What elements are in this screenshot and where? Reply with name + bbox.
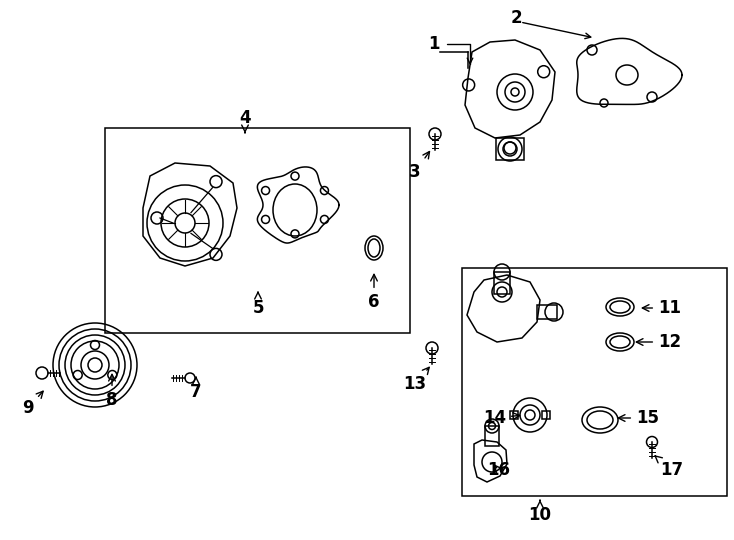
Text: 1: 1 <box>429 35 440 53</box>
Text: 11: 11 <box>642 299 681 317</box>
Text: 15: 15 <box>618 409 659 427</box>
Bar <box>537 305 557 319</box>
Bar <box>105 128 410 333</box>
Text: 5: 5 <box>252 292 264 317</box>
Bar <box>510 411 518 419</box>
Text: 9: 9 <box>22 391 43 417</box>
Text: 16: 16 <box>487 461 510 479</box>
Bar <box>462 268 727 496</box>
Bar <box>542 411 550 419</box>
Text: 3: 3 <box>409 152 429 181</box>
Text: 13: 13 <box>404 367 429 393</box>
Text: 12: 12 <box>636 333 681 351</box>
Text: 17: 17 <box>655 456 683 479</box>
Text: 6: 6 <box>368 274 379 311</box>
Text: 4: 4 <box>239 109 251 133</box>
Bar <box>485 426 499 446</box>
Text: 7: 7 <box>190 377 202 401</box>
Bar <box>494 272 510 294</box>
Text: 2: 2 <box>510 9 522 27</box>
Bar <box>496 138 524 160</box>
Text: 14: 14 <box>483 409 520 427</box>
Text: 8: 8 <box>106 374 117 409</box>
Text: 10: 10 <box>528 501 551 524</box>
